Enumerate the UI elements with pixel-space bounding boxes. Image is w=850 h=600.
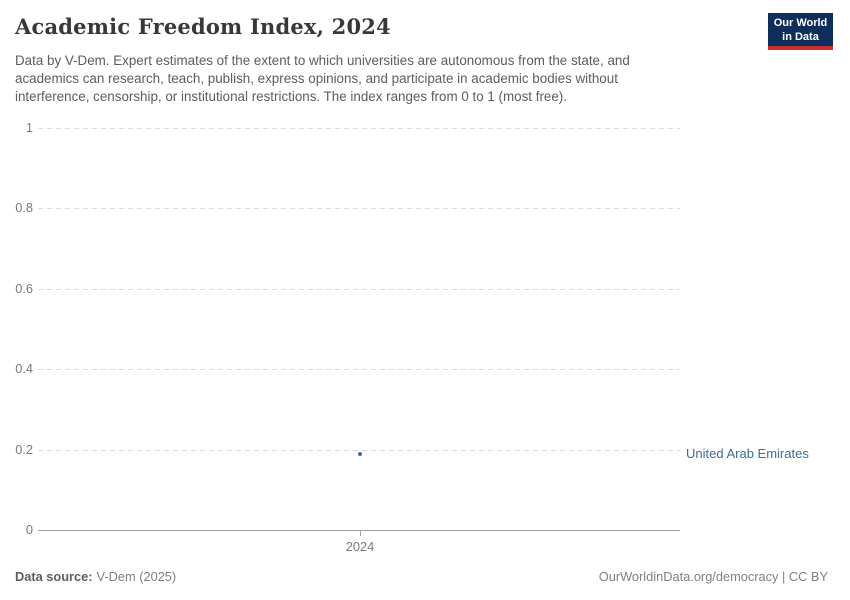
y-axis-tick-label: 0.4 (15, 361, 33, 377)
subtitle-line: Data by V-Dem. Expert estimates of the e… (15, 53, 630, 68)
x-axis-tick (360, 530, 361, 536)
chart-subtitle: Data by V-Dem. Expert estimates of the e… (15, 52, 630, 106)
subtitle-line: academics can research, teach, publish, … (15, 71, 618, 86)
y-axis-tick-label: 0 (25, 522, 33, 537)
y-gridline (38, 128, 680, 129)
y-axis-tick-label: 0.2 (15, 441, 33, 457)
page-title: Academic Freedom Index, 2024 (15, 14, 391, 39)
entity-label-united-arab-emirates[interactable]: United Arab Emirates (686, 445, 809, 461)
y-gridline (38, 288, 680, 290)
y-gridline (38, 449, 680, 451)
y-axis-tick-label: 0.8 (15, 200, 33, 216)
subtitle-line: interference, censorship, or institution… (15, 89, 567, 104)
credit-link[interactable]: OurWorldinData.org/democracy | CC BY (598, 569, 828, 584)
owid-logo[interactable]: Our World in Data (768, 13, 833, 50)
y-axis-tick-label: 1 (25, 120, 33, 135)
y-gridline (38, 369, 680, 371)
y-axis-tick-label: 0.6 (15, 280, 33, 296)
owid-logo-text: in Data (782, 31, 819, 43)
y-gridline (38, 208, 680, 210)
data-point-united-arab-emirates[interactable] (358, 451, 362, 456)
data-source-label: Data source: (15, 569, 93, 584)
owid-logo-text: Our World (773, 17, 828, 29)
x-axis-baseline (38, 530, 680, 531)
data-source: Data source: V-Dem (2025) (15, 569, 176, 584)
x-axis-tick-label: 2024 (345, 539, 375, 554)
data-source-value: V-Dem (2025) (96, 569, 177, 584)
